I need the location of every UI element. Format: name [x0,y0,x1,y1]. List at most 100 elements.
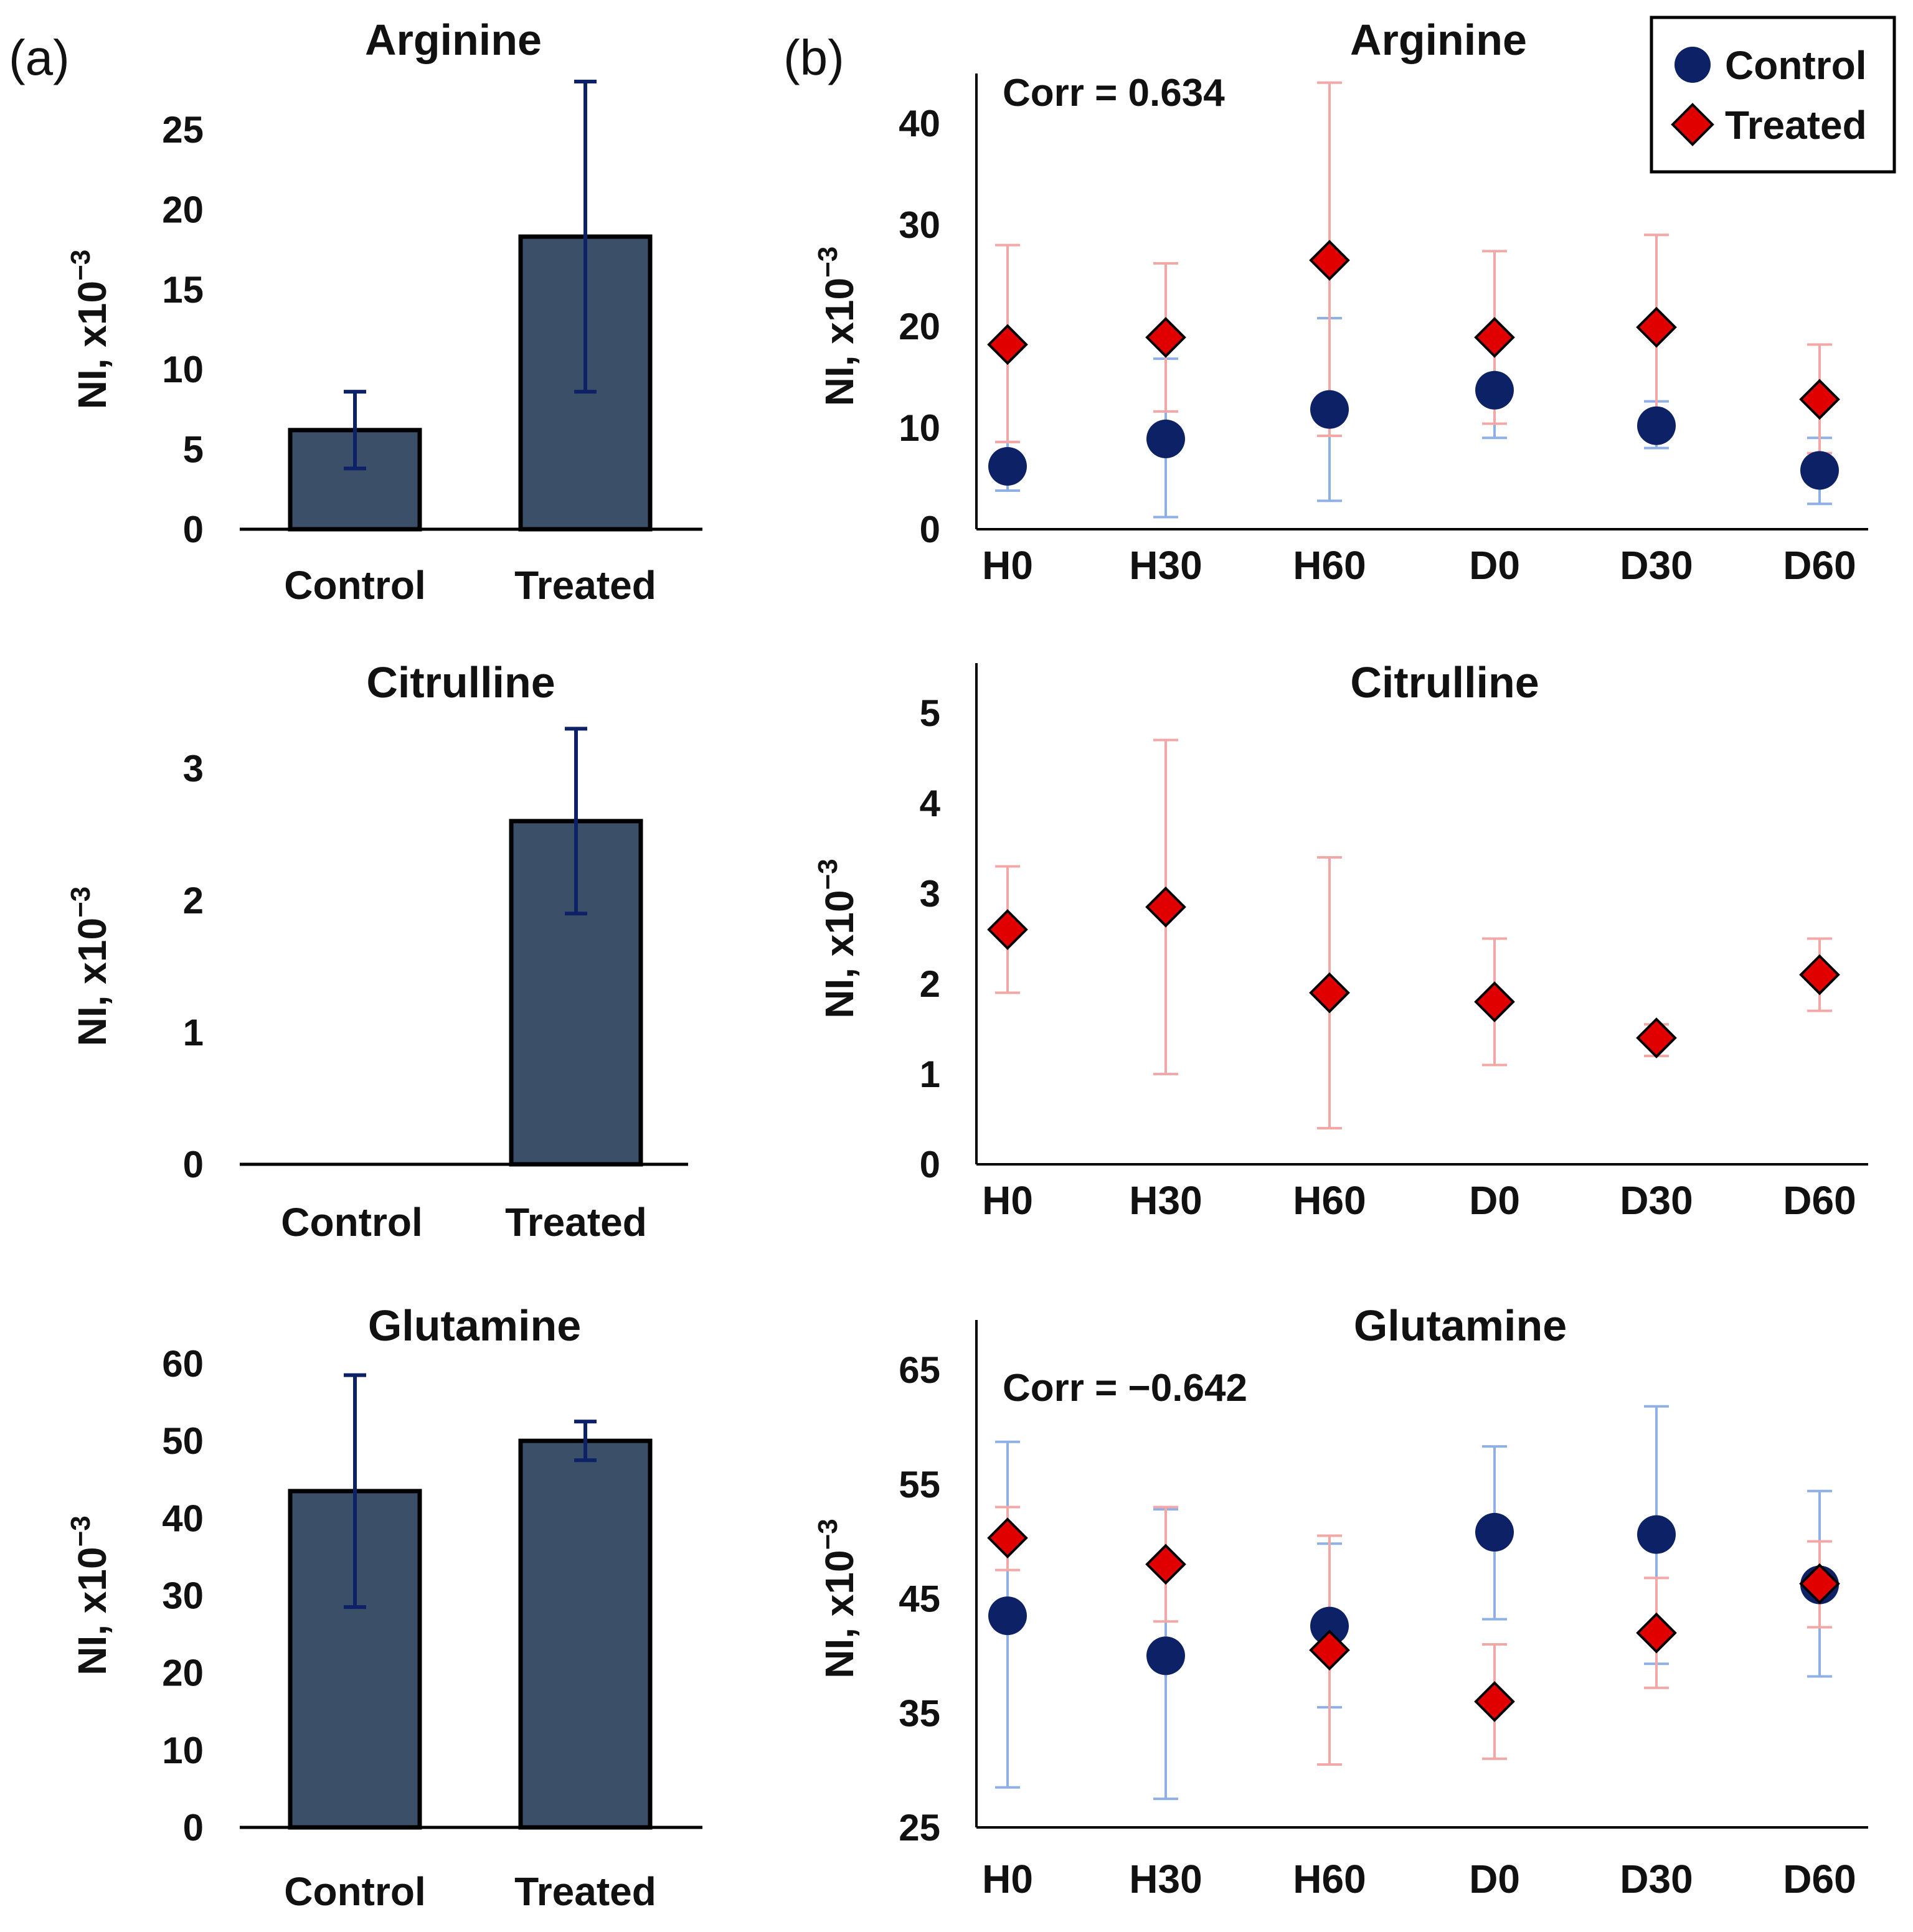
correlation-annotation: Corr = 0.634 [1003,72,1225,115]
y-tick-label: 25 [162,109,204,151]
y-tick-label: 0 [183,1807,204,1849]
chart-scatter-citrulline-4: Citrulline NI, x10−3 0 1 2 3 4 5 H0 H30 H60 D0 D30 D6… [813,658,1868,1223]
y-tick-label: 20 [162,1652,204,1694]
x-tick-label-h0: H0 [982,1178,1033,1223]
point-treated-d0 [1474,981,1515,1022]
point-treated-h0 [987,909,1028,950]
y-tick-label: 0 [183,509,204,550]
chart-title: Glutamine [1354,1301,1567,1350]
correlation-annotation: Corr = −0.642 [1003,1367,1247,1410]
point-treated-d0 [1474,317,1515,358]
point-control-d0 [1475,370,1514,410]
y-tick-label: 5 [183,429,204,471]
y-axis-label: NI, x10−3 [65,250,115,410]
y-axis-label-exponent: −3 [65,1515,96,1547]
point-treated-d60 [1799,1563,1840,1605]
y-tick-label: 10 [162,1730,204,1771]
y-tick-label: 2 [920,963,940,1005]
legend-control-marker [1674,47,1711,83]
x-tick-label-h0: H0 [982,543,1033,588]
y-axis-label-exponent: −3 [65,250,96,281]
chart-title: Glutamine [368,1301,581,1350]
x-tick-label-d0: D0 [1469,1178,1520,1223]
legend-control-label: Control [1725,43,1867,88]
y-tick-label: 10 [899,407,940,449]
chart-title: Arginine [1350,16,1527,64]
y-tick-label: 30 [162,1575,204,1617]
point-treated-h0 [987,324,1028,365]
point-treated-h60 [1309,1629,1350,1671]
point-treated-d30 [1636,1017,1677,1058]
point-treated-d60 [1799,379,1840,420]
y-axis-label-exponent: −3 [65,887,96,918]
y-axis-label: NI, x10−3 [65,887,115,1047]
y-tick-label: 10 [162,349,204,390]
legend: Control Treated [1650,16,1896,174]
y-tick-label: 55 [899,1464,940,1506]
y-axis-label: NI, x10−3 [813,859,862,1019]
point-treated-h30 [1145,317,1186,358]
x-tick-label-h60: H60 [1293,1857,1366,1901]
point-control-h60 [1310,1606,1349,1646]
x-tick-label-d30: D30 [1620,1178,1693,1223]
chart-title: Citrulline [366,658,555,707]
bar-treated [518,1438,653,1830]
y-axis-label-exponent: −3 [813,247,843,278]
x-tick-label-h30: H30 [1129,543,1202,588]
x-tick-label-d30: D30 [1620,543,1693,588]
point-control-d0 [1475,1512,1514,1552]
y-tick-label: 20 [899,306,940,347]
x-tick-label-d30: D30 [1620,1857,1693,1901]
chart-bar-arginine-0: Arginine NI, x10−3 0 5 10 15 20 25 Control Treate… [65,16,702,608]
point-treated-d0 [1474,1681,1515,1722]
legend-box [1650,16,1896,174]
chart-bar-citrulline-1: Citrulline NI, x10−3 0 1 2 3 Control Treated [65,658,688,1245]
x-tick-label-treated: Treated [505,1200,647,1245]
y-tick-label: 4 [920,783,941,824]
x-tick-label-control: Control [281,1200,423,1245]
y-tick-label: 15 [162,269,204,311]
chart-title: Arginine [365,16,542,64]
point-treated-h0 [987,1517,1028,1558]
y-tick-label: 5 [920,692,940,734]
point-control-h60 [1310,390,1349,429]
legend-treated-marker [1671,103,1714,146]
point-control-d30 [1637,1515,1676,1554]
x-tick-label-d60: D60 [1783,1857,1856,1901]
y-tick-label: 3 [183,748,204,789]
panel-label-a: (a) [9,30,70,85]
y-tick-label: 2 [183,880,204,921]
x-tick-label-control: Control [284,563,426,608]
y-axis-label: NI, x10−3 [65,1515,115,1675]
y-axis-label: NI, x10−3 [813,247,862,407]
x-tick-label-d60: D60 [1783,1178,1856,1223]
legend-treated-label: Treated [1725,103,1867,148]
x-tick-label-treated: Treated [514,1869,656,1914]
point-treated-d60 [1799,954,1840,996]
point-control-h30 [1146,1636,1185,1675]
x-tick-label-h30: H30 [1129,1178,1202,1223]
point-treated-d30 [1636,1612,1677,1654]
y-tick-label: 50 [162,1420,204,1462]
x-tick-label-h60: H60 [1293,1178,1366,1223]
point-treated-h30 [1145,1543,1186,1585]
y-tick-label: 20 [162,189,204,230]
chart-title: Citrulline [1350,658,1539,707]
y-axis-label: NI, x10−3 [813,1519,862,1679]
y-tick-label: 0 [920,1144,940,1185]
y-tick-label: 25 [899,1807,940,1849]
y-tick-label: 45 [899,1578,940,1620]
y-tick-label: 0 [183,1144,204,1185]
x-tick-label-treated: Treated [514,563,656,608]
panel-label-b: (b) [783,30,844,85]
point-treated-h60 [1309,240,1350,281]
chart-scatter-arginine-3: Arginine NI, x10−3 0 10 20 30 40 H0 H30 H60 D0 D30 D… [813,16,1868,588]
x-tick-label-d60: D60 [1783,543,1856,588]
point-treated-h30 [1145,886,1186,928]
chart-scatter-glutamine-5: Glutamine NI, x10−3 25 35 45 55 65 H0 H30 H60 D0 D3… [813,1301,1868,1901]
x-tick-label-d0: D0 [1469,1857,1520,1901]
x-tick-label-h0: H0 [982,1857,1033,1901]
x-tick-label-control: Control [284,1869,426,1914]
y-tick-label: 60 [162,1343,204,1385]
